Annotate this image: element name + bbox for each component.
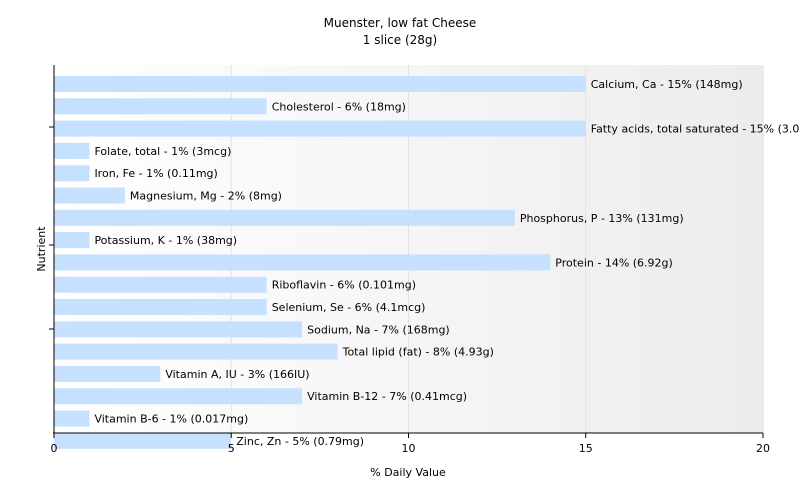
bar xyxy=(54,120,586,137)
bar-label: Magnesium, Mg - 2% (8mg) xyxy=(130,190,282,203)
bar-label: Protein - 14% (6.92g) xyxy=(555,256,673,269)
x-axis-title: % Daily Value xyxy=(370,466,446,479)
chart-title: Muenster, low fat Cheese xyxy=(323,16,477,30)
bar-label: Zinc, Zn - 5% (0.79mg) xyxy=(236,435,364,448)
bar xyxy=(54,299,267,316)
bar xyxy=(54,276,267,293)
bar-label: Vitamin A, IU - 3% (166IU) xyxy=(165,368,309,381)
bar-label: Riboflavin - 6% (0.101mg) xyxy=(272,279,416,292)
bar xyxy=(54,388,303,405)
bar xyxy=(54,76,586,92)
bar xyxy=(54,232,90,249)
bar xyxy=(54,209,515,226)
bar-label: Potassium, K - 1% (38mg) xyxy=(94,234,237,247)
bar xyxy=(54,254,551,271)
bar-label: Cholesterol - 6% (18mg) xyxy=(272,100,406,113)
bar-label: Vitamin B-6 - 1% (0.017mg) xyxy=(94,413,248,426)
bar-label: Calcium, Ca - 15% (148mg) xyxy=(591,78,743,91)
x-tick-label: 15 xyxy=(579,442,593,455)
x-tick-label: 0 xyxy=(51,442,58,455)
bar-label: Iron, Fe - 1% (0.11mg) xyxy=(94,167,217,180)
x-tick-label: 20 xyxy=(756,442,770,455)
bar-label: Phosphorus, P - 13% (131mg) xyxy=(520,212,684,225)
y-axis-title: Nutrient xyxy=(35,226,48,272)
bar xyxy=(54,187,125,204)
bar xyxy=(54,365,161,382)
bar-label: Selenium, Se - 6% (4.1mcg) xyxy=(272,301,426,314)
bar xyxy=(54,410,90,427)
bar-label: Folate, total - 1% (3mcg) xyxy=(94,145,231,158)
x-tick-label: 5 xyxy=(228,442,235,455)
chart-subtitle: 1 slice (28g) xyxy=(362,33,438,47)
bar xyxy=(54,165,90,182)
x-tick-label: 10 xyxy=(402,442,416,455)
bar xyxy=(54,98,267,115)
bar-label: Vitamin B-12 - 7% (0.41mcg) xyxy=(307,390,467,403)
bar-label: Sodium, Na - 7% (168mg) xyxy=(307,323,450,336)
bar xyxy=(54,142,90,159)
bar-label: Total lipid (fat) - 8% (4.93g) xyxy=(342,346,494,359)
bar xyxy=(54,432,232,449)
bar xyxy=(54,343,338,360)
bar-label: Fatty acids, total saturated - 15% (3.06… xyxy=(591,123,800,136)
bar xyxy=(54,321,303,338)
